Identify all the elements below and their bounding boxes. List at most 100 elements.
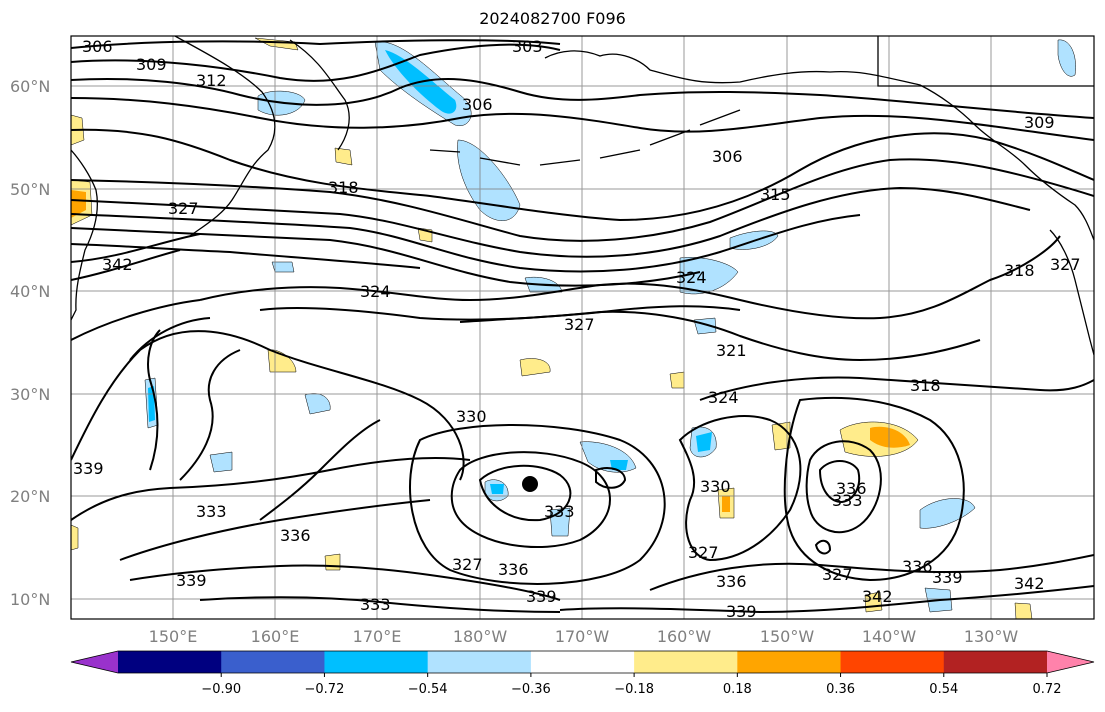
contour-label: 336 (280, 526, 311, 545)
map-title: 2024082700 F096 (479, 9, 626, 28)
contour-label: 336 (716, 572, 747, 591)
colorbar-tick-label: 0.18 (723, 682, 752, 697)
contour-label: 324 (360, 282, 391, 301)
contour-label: 342 (862, 587, 893, 606)
contour-label: 333 (832, 491, 863, 510)
shade-deepblue-patch (490, 484, 504, 494)
shade-yellow-patch (334, 147, 353, 166)
colorbar-segment (737, 651, 842, 673)
siberia-coastline (289, 39, 350, 151)
colorbar (70, 650, 1095, 674)
lon-label: 140°W (862, 627, 917, 646)
contour-label: 336 (836, 479, 867, 498)
colorbar-segment (324, 651, 429, 673)
colorbar-segment (530, 651, 635, 673)
contour-label: 327 (452, 555, 483, 574)
contour-label: 333 (544, 502, 575, 521)
colorbar-tick-label: 0.36 (826, 682, 855, 697)
contour-label: 324 (708, 388, 739, 407)
longitude-labels: 150°E 160°E 170°E 180°W 170°W 160°W 150°… (149, 627, 1019, 646)
shade-blue-patch (209, 451, 233, 473)
map-border (70, 35, 1095, 620)
contour-lines (71, 39, 1094, 614)
contour-label: 327 (564, 315, 595, 334)
shade-orange-patch (722, 496, 730, 512)
shade-blue-patch (1057, 39, 1076, 77)
canada-border (877, 36, 1094, 87)
contour-labels: 306 309 312 303 306 306 309 318 327 342 … (73, 37, 1081, 621)
colorbar-segment (943, 651, 1048, 673)
shade-blue-patch (679, 257, 739, 295)
storm-center-marker (522, 476, 538, 492)
aleutian-chain (429, 109, 741, 166)
colorbar-tick-label: −0.18 (614, 682, 654, 697)
lat-label: 50°N (10, 180, 50, 199)
japan-coastline (71, 149, 99, 321)
colorbar-segment (221, 651, 325, 673)
contour-label: 309 (1024, 113, 1055, 132)
colorbar-tick-label: 0.54 (929, 682, 958, 697)
lon-label: 160°W (657, 627, 712, 646)
contour-label: 318 (1004, 261, 1035, 280)
contour-label: 336 (498, 560, 529, 579)
lat-label: 10°N (10, 590, 50, 609)
colorbar-segment (118, 651, 222, 673)
shade-yellow-patch (71, 524, 79, 551)
contour-label: 330 (456, 407, 487, 426)
contour-label: 306 (712, 147, 743, 166)
lon-label: 130°W (964, 627, 1019, 646)
shade-yellow-patch (519, 358, 551, 377)
contour-label: 315 (760, 185, 791, 204)
colorbar-tick-label: −0.72 (305, 682, 345, 697)
lat-label: 20°N (10, 487, 50, 506)
colorbar-tick-label: −0.90 (201, 682, 241, 697)
colorbar-tick-label: −0.54 (408, 682, 448, 697)
lon-label: 160°E (251, 627, 300, 646)
colorbar-tick-label: 0.72 (1033, 682, 1062, 697)
contour-label: 339 (726, 602, 757, 621)
colorbar-segment (427, 651, 532, 673)
colorbar-extend-max (1047, 651, 1094, 673)
contour-label: 336 (902, 557, 933, 576)
contour-label: 327 (822, 565, 853, 584)
shade-orange-patch (870, 426, 910, 448)
contour-label: 339 (73, 459, 104, 478)
contour-label: 333 (196, 502, 227, 521)
contour-label: 342 (1014, 574, 1045, 593)
lon-label: 170°W (555, 627, 610, 646)
contour-label: 339 (526, 587, 557, 606)
contour-label: 327 (688, 543, 719, 562)
contour-label: 321 (716, 341, 747, 360)
contour-label: 309 (136, 55, 167, 74)
contour-label: 318 (910, 376, 941, 395)
shade-blue-patch (919, 498, 976, 529)
lat-label: 40°N (10, 282, 50, 301)
colorbar-segment (634, 651, 738, 673)
shade-yellow-patch (1014, 602, 1033, 619)
contour-label: 324 (676, 268, 707, 287)
contour-label: 327 (1050, 255, 1081, 274)
contour-label: 306 (462, 95, 493, 114)
shade-deepblue-patch (696, 432, 712, 452)
contour-label: 312 (196, 71, 227, 90)
contour-label: 342 (102, 255, 133, 274)
north-america-coastline (1049, 229, 1094, 356)
latitude-labels: 60°N 50°N 40°N 30°N 20°N 10°N (10, 77, 50, 609)
shade-yellow-patch (324, 553, 341, 571)
colorbar-outline (70, 650, 1095, 674)
contour-label: 339 (176, 571, 207, 590)
colorbar-tick-label: −0.36 (511, 682, 551, 697)
lon-label: 150°W (760, 627, 815, 646)
colorbar-extend-min (71, 651, 118, 673)
shade-blue-patch (271, 261, 295, 273)
lat-label: 60°N (10, 77, 50, 96)
colorbar-segment (840, 651, 945, 673)
lon-label: 180°W (453, 627, 508, 646)
gridlines (71, 36, 1094, 619)
contour-label: 339 (932, 568, 963, 587)
colorbar-ticks: −0.90 −0.72 −0.54 −0.36 −0.18 0.18 0.36 0.54 0.7… (201, 673, 1062, 697)
contour-label: 318 (328, 178, 359, 197)
contour-label: 306 (82, 37, 113, 56)
lat-label: 30°N (10, 385, 50, 404)
